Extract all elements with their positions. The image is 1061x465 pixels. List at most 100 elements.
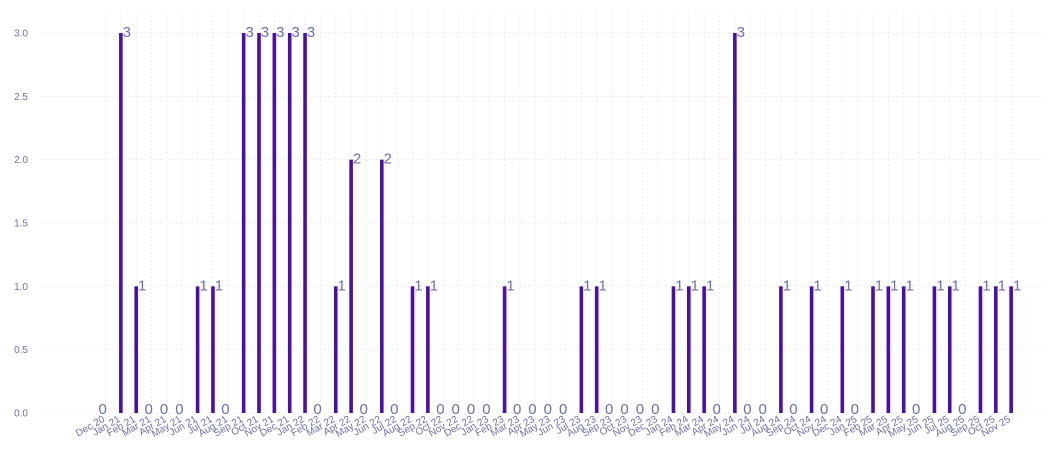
bar-value-label: 1 bbox=[338, 277, 346, 294]
y-axis-ticks: 0.0 0.5 1.0 1.5 2.0 2.5 3.0 bbox=[14, 29, 28, 420]
bar-value-label: 0 bbox=[313, 401, 321, 418]
bar bbox=[886, 286, 891, 413]
bar-value-label: 0 bbox=[528, 401, 536, 418]
bar-value-label: 1 bbox=[1013, 277, 1021, 294]
bar-value-label: 0 bbox=[359, 401, 367, 418]
bar-value-label: 0 bbox=[743, 401, 751, 418]
bar bbox=[211, 286, 215, 413]
bar-value-label: 0 bbox=[482, 401, 490, 418]
bar-value-label: 3 bbox=[123, 24, 131, 41]
bar-value-label: 0 bbox=[390, 401, 398, 418]
y-tick-label: 0.0 bbox=[14, 409, 28, 420]
bar bbox=[779, 286, 783, 413]
bar-value-label: 1 bbox=[414, 277, 422, 294]
y-tick-label: 3.0 bbox=[14, 29, 28, 40]
bar-value-label: 1 bbox=[906, 277, 914, 294]
bar-value-label: 1 bbox=[506, 277, 514, 294]
bar-value-label: 1 bbox=[583, 277, 591, 294]
bar-value-label: 0 bbox=[958, 401, 966, 418]
bar-value-label: 0 bbox=[544, 401, 552, 418]
bar bbox=[272, 33, 277, 413]
bar bbox=[901, 286, 906, 413]
bar-value-label: 1 bbox=[952, 277, 960, 294]
bar bbox=[932, 286, 937, 413]
bar-value-label: 0 bbox=[851, 401, 859, 418]
bar-value-label: 1 bbox=[875, 277, 883, 294]
bar bbox=[1009, 286, 1013, 413]
bar-value-label: 0 bbox=[636, 401, 644, 418]
bar-value-label: 2 bbox=[353, 151, 361, 168]
bar-value-label: 0 bbox=[605, 401, 613, 418]
bar-value-label: 0 bbox=[145, 401, 153, 418]
bars bbox=[119, 33, 1013, 413]
bar bbox=[994, 286, 998, 413]
bar bbox=[119, 33, 123, 413]
bar-value-label: 0 bbox=[513, 401, 521, 418]
bar-value-label: 1 bbox=[783, 277, 791, 294]
bar-value-label: 3 bbox=[276, 24, 284, 41]
bar-value-label: 0 bbox=[175, 401, 183, 418]
bar-value-label: 3 bbox=[245, 24, 253, 41]
bar-value-label: 1 bbox=[936, 277, 944, 294]
y-tick-label: 1.0 bbox=[14, 282, 28, 293]
gridlines bbox=[40, 12, 1045, 414]
y-tick-label: 2.5 bbox=[14, 92, 28, 103]
bar-value-label: 0 bbox=[221, 401, 229, 418]
bar-value-label: 0 bbox=[651, 401, 659, 418]
bar bbox=[687, 286, 691, 413]
bar bbox=[241, 33, 246, 413]
bar bbox=[380, 159, 384, 413]
bar bbox=[978, 286, 983, 413]
bar-value-label: 0 bbox=[452, 401, 460, 418]
bar bbox=[410, 286, 415, 413]
bar bbox=[594, 286, 599, 413]
y-tick-label: 2.0 bbox=[14, 155, 28, 166]
bar-value-label: 1 bbox=[813, 277, 821, 294]
bar-value-label: 3 bbox=[261, 24, 269, 41]
bar-value-label: 0 bbox=[713, 401, 721, 418]
bar bbox=[502, 286, 507, 413]
y-tick-label: 0.5 bbox=[14, 345, 28, 356]
bar bbox=[349, 159, 353, 413]
bar-value-label: 3 bbox=[292, 24, 300, 41]
bar bbox=[303, 33, 307, 413]
bar-value-label: 0 bbox=[467, 401, 475, 418]
bar-value-label: 0 bbox=[436, 401, 444, 418]
bar-value-label: 1 bbox=[215, 277, 223, 294]
bar-value-label: 1 bbox=[982, 277, 990, 294]
bar bbox=[809, 286, 814, 413]
bar bbox=[671, 286, 676, 413]
bar bbox=[840, 286, 845, 413]
bar-value-label: 1 bbox=[138, 277, 146, 294]
bar-value-label: 0 bbox=[620, 401, 628, 418]
bar-value-label: 1 bbox=[430, 277, 438, 294]
bar bbox=[871, 286, 875, 413]
bar bbox=[947, 286, 952, 413]
bar bbox=[287, 33, 292, 413]
bar bbox=[702, 286, 706, 413]
bar-value-label: 1 bbox=[998, 277, 1006, 294]
bar-value-label: 0 bbox=[789, 401, 797, 418]
bar bbox=[333, 286, 338, 413]
bar-value-label: 2 bbox=[384, 151, 392, 168]
bar-value-label: 1 bbox=[199, 277, 207, 294]
bar-value-label: 1 bbox=[844, 277, 852, 294]
bar-value-label: 1 bbox=[706, 277, 714, 294]
bar-value-label: 1 bbox=[675, 277, 683, 294]
bar-value-label: 0 bbox=[759, 401, 767, 418]
y-tick-label: 1.5 bbox=[14, 219, 28, 230]
bar-value-label: 3 bbox=[737, 24, 745, 41]
bar-value-label: 1 bbox=[890, 277, 898, 294]
bar-value-label: 0 bbox=[559, 401, 567, 418]
bar bbox=[134, 286, 138, 413]
bar bbox=[195, 286, 200, 413]
bar-value-label: 0 bbox=[912, 401, 920, 418]
bar-value-label: 3 bbox=[307, 24, 315, 41]
bar bbox=[257, 33, 261, 413]
bar bbox=[579, 286, 584, 413]
bar-value-label: 0 bbox=[160, 401, 168, 418]
